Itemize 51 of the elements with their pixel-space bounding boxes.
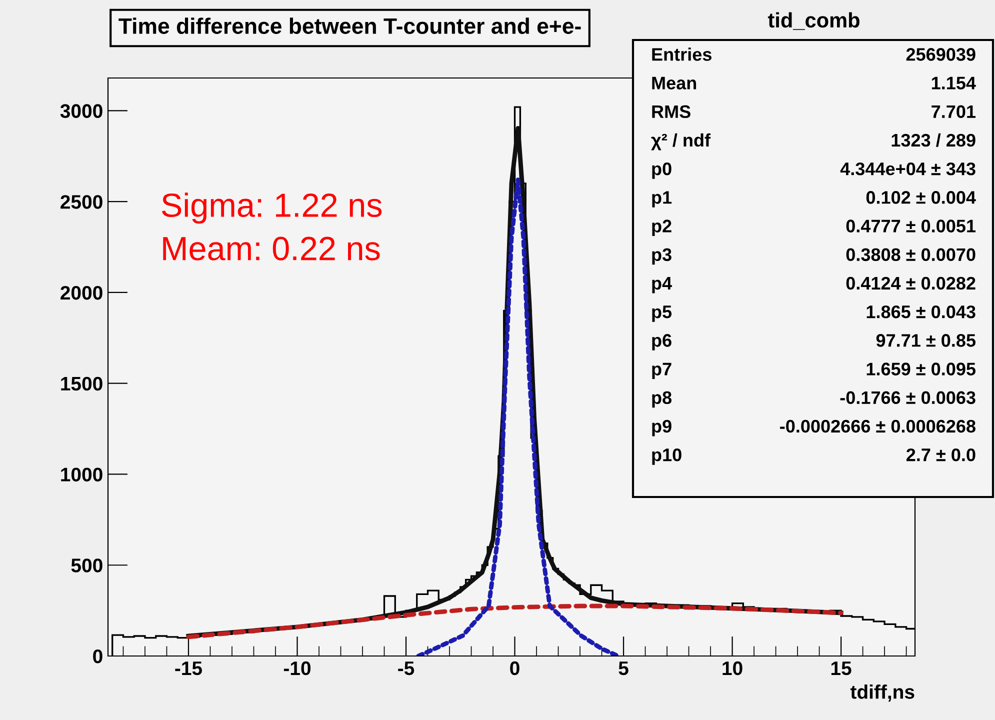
chart-title: Time difference between T-counter and e+e- (118, 18, 581, 34)
annotation: χ² / ndf (651, 133, 711, 150)
annotation: 0.3808 ± 0.0070 (846, 248, 976, 262)
annotation: 0.4124 ± 0.0282 (846, 276, 976, 290)
text: tid_comb (768, 12, 860, 30)
annotation: 1.659 ± 0.095 (866, 362, 976, 376)
text: 2569039 (906, 48, 976, 61)
y-tick-label: 2500 (60, 195, 102, 209)
x-tick-label: -15 (175, 662, 202, 676)
annotation: 4.344e+04 ± 343 (840, 162, 976, 176)
x-tick-label: 15 (831, 662, 852, 676)
annotation: 1323 / 289 (892, 133, 976, 147)
x-tick-label: 5 (618, 662, 628, 676)
annotation: Meam: 0.22 ns (163, 236, 380, 260)
annotation: p10 (652, 448, 682, 465)
annotation: p0 (652, 162, 672, 179)
line-series (416, 178, 620, 656)
text: 1.154 (932, 76, 976, 90)
annotation: 1.865 ± 0.043 (866, 305, 976, 318)
annotation: 0.4777 ± 0.0051 (846, 220, 976, 232)
y-tick-label: 500 (71, 558, 102, 572)
annotation: 97.71 ± 0.85 (876, 334, 976, 347)
annotation: p1 (652, 191, 672, 208)
y-tick-label: 3000 (60, 104, 102, 118)
annotation: Mean (652, 76, 696, 90)
annotation: p5 (652, 306, 672, 322)
annotation: p9 (652, 420, 672, 436)
annotation: RMS (652, 105, 690, 118)
x-tick-label: 0 (510, 661, 520, 676)
y-tick-label: 1500 (61, 376, 102, 391)
x-tick-label: -5 (398, 662, 414, 676)
annotation: p8 (652, 391, 672, 408)
y-tick-label: 0 (93, 649, 102, 664)
annotation: 2.7 ± 0.0 (906, 448, 976, 462)
line-series (186, 604, 844, 640)
x-axis-title: tdiff,ns (850, 684, 914, 702)
annotation: p2 (652, 220, 672, 236)
annotation: -0.1766 ± 0.0063 (840, 391, 976, 404)
annotation: p3 (652, 248, 672, 265)
annotation: p4 (652, 277, 672, 294)
annotation: -0.0002666 ± 0.0006268 (780, 420, 976, 433)
annotation: 0.102 ± 0.004 (866, 191, 976, 204)
x-tick-label: 10 (722, 661, 742, 676)
text: 7.701 (932, 105, 976, 118)
x-tick-label: -10 (284, 661, 310, 676)
y-tick-label: 1000 (61, 468, 102, 482)
y-tick-label: 2000 (60, 286, 102, 300)
annotation: Sigma: 1.22 ns (162, 192, 382, 224)
annotation: p7 (652, 362, 672, 380)
annotation: p6 (652, 334, 672, 350)
text: Entries (652, 48, 712, 61)
